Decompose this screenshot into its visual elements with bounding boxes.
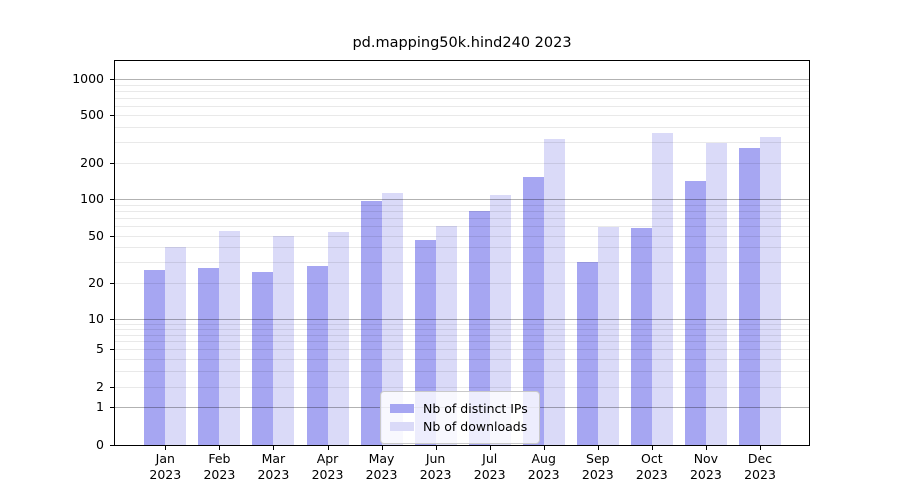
gridline-minor [115, 90, 809, 92]
bar-distinct-ips-2 [252, 271, 274, 445]
bar-distinct-ips-3 [306, 265, 328, 445]
gridline-minor [115, 163, 809, 164]
y-tick-label: 1 [96, 399, 104, 415]
bar-downloads-5 [435, 226, 457, 445]
legend-label: Nb of distinct IPs [423, 401, 528, 416]
y-tick [110, 115, 114, 117]
gridline-minor [115, 126, 809, 128]
y-tick [110, 407, 114, 409]
legend-item: Nb of downloads [390, 419, 528, 434]
bar-downloads-9 [651, 133, 673, 445]
x-tick-label: Feb 2023 [203, 451, 236, 482]
gridline-minor [115, 105, 809, 107]
bar-downloads-2 [273, 235, 295, 445]
x-tick [597, 446, 599, 450]
x-tick-label: Mar 2023 [257, 451, 290, 482]
y-tick-label: 10 [88, 311, 104, 326]
y-tick [110, 387, 114, 389]
y-tick-label: 2 [96, 379, 104, 395]
bar-downloads-3 [327, 231, 349, 445]
y-tick [110, 79, 114, 80]
bar-downloads-6 [489, 194, 511, 445]
y-tick [110, 199, 114, 201]
x-tick-label: Sep 2023 [581, 451, 614, 482]
x-tick-label: Oct 2023 [635, 451, 668, 482]
y-tick [110, 235, 114, 237]
y-tick-label: 1000 [72, 71, 104, 86]
x-tick-label: Jul 2023 [473, 451, 506, 482]
y-tick-label: 5 [96, 341, 104, 357]
y-tick-label: 20 [88, 275, 104, 291]
bar-distinct-ips-7 [522, 176, 544, 445]
plot-area [114, 60, 810, 446]
bar-distinct-ips-10 [684, 180, 706, 445]
gridline-major [115, 79, 809, 80]
x-tick-label: Jan 2023 [149, 451, 182, 482]
bar-downloads-4 [381, 192, 403, 445]
x-tick [543, 446, 545, 450]
bar-downloads-7 [543, 139, 565, 445]
y-tick [110, 349, 114, 351]
legend-item: Nb of distinct IPs [390, 401, 528, 416]
y-tick-label: 200 [80, 155, 104, 170]
y-tick-label: 500 [80, 107, 104, 123]
legend-swatch-distinct-ips [390, 404, 414, 413]
bar-downloads-1 [219, 230, 241, 445]
bar-distinct-ips-11 [739, 147, 760, 445]
bar-distinct-ips-9 [630, 227, 652, 445]
bar-downloads-11 [760, 136, 781, 445]
x-tick [219, 446, 221, 450]
x-tick [273, 446, 275, 450]
bar-downloads-0 [165, 247, 187, 445]
bar-downloads-10 [705, 142, 727, 445]
x-tick-label: May 2023 [365, 451, 398, 482]
legend-label: Nb of downloads [423, 419, 528, 434]
x-tick [165, 446, 167, 450]
gridline-minor [115, 115, 809, 117]
y-tick [110, 319, 114, 320]
x-tick [489, 446, 491, 450]
bar-distinct-ips-8 [576, 262, 598, 445]
gridline-minor [115, 97, 809, 99]
x-tick-label: Apr 2023 [311, 451, 344, 482]
x-tick [705, 446, 707, 450]
y-tick [110, 283, 114, 285]
legend-swatch-downloads [390, 422, 414, 431]
x-tick [327, 446, 329, 450]
bar-distinct-ips-4 [360, 200, 382, 445]
bar-distinct-ips-1 [198, 267, 220, 445]
y-tick-label: 0 [96, 436, 104, 452]
bar-downloads-8 [597, 227, 619, 445]
chart-title: pd.mapping50k.hind240 2023 [352, 35, 572, 51]
x-tick [435, 446, 437, 450]
x-tick [760, 446, 761, 450]
gridline-minor [115, 84, 809, 86]
bar-distinct-ips-6 [468, 211, 490, 445]
y-tick [110, 444, 114, 446]
x-tick-label: Dec 2023 [744, 451, 776, 482]
y-tick-label: 50 [88, 227, 104, 243]
x-tick [651, 446, 653, 450]
gridline-minor [115, 141, 809, 143]
x-tick-label: Jun 2023 [419, 451, 452, 482]
y-tick-label: 100 [80, 191, 104, 207]
x-tick-label: Nov 2023 [689, 451, 722, 482]
x-tick-label: Aug 2023 [527, 451, 560, 482]
y-tick [110, 163, 114, 164]
legend: Nb of distinct IPs Nb of downloads [380, 391, 540, 444]
x-tick [381, 446, 383, 450]
bar-distinct-ips-0 [144, 269, 166, 445]
